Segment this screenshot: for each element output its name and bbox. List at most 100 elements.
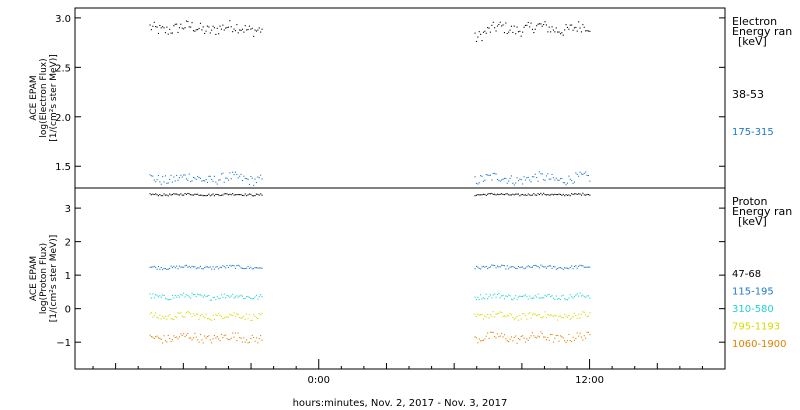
data-point xyxy=(531,332,533,334)
data-point xyxy=(485,194,487,196)
data-point xyxy=(159,337,161,339)
data-point xyxy=(156,194,158,196)
data-point xyxy=(155,181,157,183)
data-point xyxy=(150,175,152,177)
data-point xyxy=(485,32,487,34)
data-point xyxy=(155,266,157,268)
data-point xyxy=(477,183,479,185)
data-point xyxy=(564,195,566,197)
y-tick-label: −1 xyxy=(56,338,71,349)
data-point xyxy=(482,31,484,33)
data-point xyxy=(191,292,193,294)
data-point xyxy=(524,194,526,196)
data-point xyxy=(149,334,151,336)
data-point xyxy=(580,194,582,196)
data-point xyxy=(253,298,255,300)
data-point xyxy=(550,296,552,298)
data-point xyxy=(167,182,169,184)
data-point xyxy=(254,315,256,317)
data-point xyxy=(197,314,199,316)
data-point xyxy=(491,192,493,194)
data-point xyxy=(170,32,172,34)
data-point xyxy=(534,194,536,196)
data-point xyxy=(183,28,185,30)
data-point xyxy=(204,335,206,337)
data-point xyxy=(512,317,514,319)
data-point xyxy=(516,193,518,195)
data-point xyxy=(222,194,224,196)
data-point xyxy=(201,180,203,182)
data-point xyxy=(566,340,568,342)
data-point xyxy=(208,26,210,28)
data-point xyxy=(508,294,510,296)
data-point xyxy=(582,311,584,313)
data-point xyxy=(512,193,514,195)
data-point xyxy=(564,340,566,342)
data-point xyxy=(489,331,491,333)
data-point xyxy=(220,333,222,335)
electron-panel: 1.52.02.53.0 ACE EPAMlog(Electron Flux)[… xyxy=(29,7,792,189)
data-point xyxy=(170,298,172,300)
data-point xyxy=(533,297,535,299)
data-point xyxy=(236,24,238,26)
data-point xyxy=(488,174,490,176)
data-point xyxy=(485,293,487,295)
data-point xyxy=(247,296,249,298)
data-point xyxy=(188,296,190,298)
data-point xyxy=(495,267,497,269)
data-point xyxy=(181,176,183,178)
data-point xyxy=(517,180,519,182)
data-point xyxy=(218,338,220,340)
data-point xyxy=(492,193,494,195)
data-point xyxy=(157,175,159,177)
data-point xyxy=(258,27,260,29)
data-point xyxy=(552,297,554,299)
data-point xyxy=(237,264,239,266)
data-point xyxy=(255,317,257,319)
data-point xyxy=(501,193,503,195)
data-point xyxy=(515,33,517,35)
data-point xyxy=(585,194,587,196)
data-point xyxy=(536,194,538,196)
data-point xyxy=(576,30,578,32)
y-axis-label-line: log(Electron Flux) xyxy=(39,58,49,137)
data-point xyxy=(478,194,480,196)
data-point xyxy=(569,266,571,268)
data-point xyxy=(537,266,539,268)
data-point xyxy=(216,336,218,338)
data-point xyxy=(515,267,517,269)
data-point xyxy=(152,336,154,338)
data-point xyxy=(219,195,221,197)
data-point xyxy=(160,27,162,29)
data-point xyxy=(489,193,491,195)
data-point xyxy=(529,312,531,314)
proton-plot-frame xyxy=(74,187,726,370)
data-point xyxy=(206,194,208,196)
data-point xyxy=(222,337,224,339)
data-point xyxy=(513,336,515,338)
data-point xyxy=(589,266,591,268)
data-point xyxy=(583,266,585,268)
data-point xyxy=(220,194,222,196)
data-point xyxy=(564,298,566,300)
data-point xyxy=(240,29,242,31)
data-point xyxy=(243,268,245,270)
data-point xyxy=(223,181,225,183)
data-point xyxy=(157,195,159,197)
data-point xyxy=(484,266,486,268)
data-point xyxy=(197,175,199,177)
data-point xyxy=(215,314,217,316)
data-point xyxy=(578,335,580,337)
data-point xyxy=(564,182,566,184)
data-point xyxy=(545,339,547,341)
data-point xyxy=(188,337,190,339)
data-point xyxy=(227,339,229,341)
data-point xyxy=(502,315,504,317)
data-point xyxy=(561,336,563,338)
data-point xyxy=(230,337,232,339)
data-point xyxy=(540,316,542,318)
data-point xyxy=(547,294,549,296)
data-point xyxy=(227,194,229,196)
data-point xyxy=(499,297,501,299)
data-point xyxy=(195,268,197,270)
